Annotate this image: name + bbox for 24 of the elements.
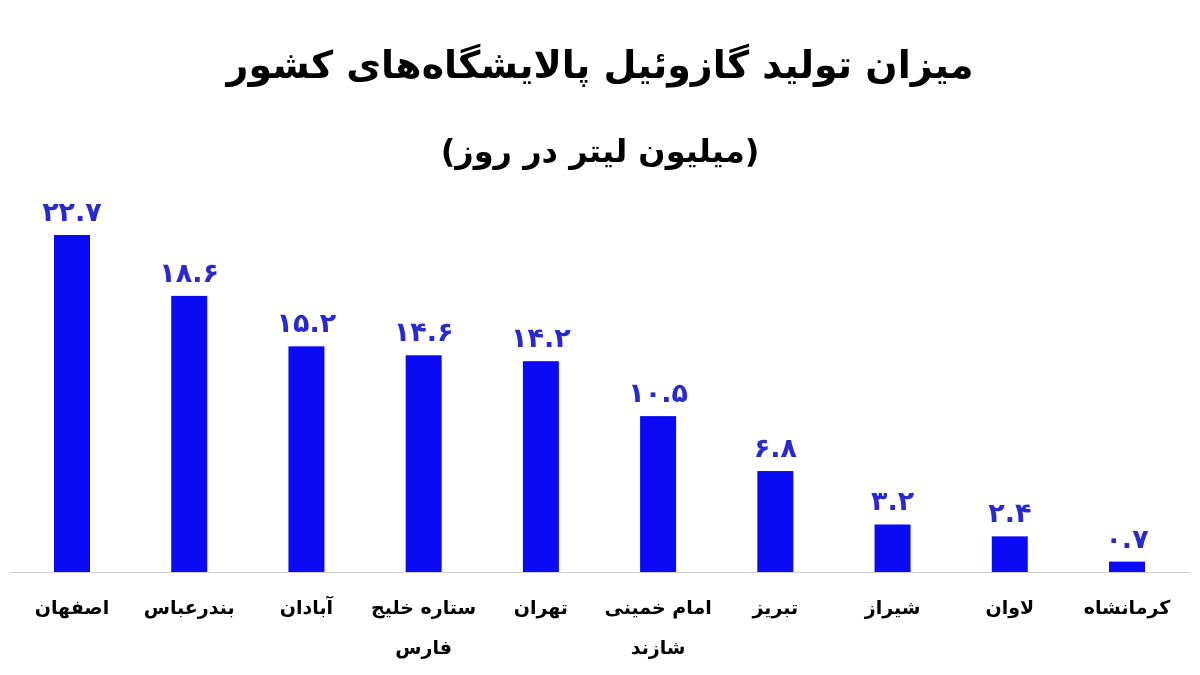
category: کرمانشاه <box>1083 596 1171 618</box>
title: میزان تولید گازوئیل پالایشگاه‌های کشور <box>226 43 974 87</box>
category: ستاره خلیج <box>371 596 477 618</box>
value-label: ۱۴.۲ <box>511 322 571 354</box>
category: امام خمینی <box>604 596 712 618</box>
subtitle: (میلیون لیتر در روز) <box>440 132 760 170</box>
value-label: ۶.۸ <box>753 432 797 464</box>
category: تهران <box>513 596 568 618</box>
value-label: ۱۰.۵ <box>628 377 688 409</box>
category: شیراز <box>864 596 921 618</box>
value-label: ۱۵.۲ <box>276 307 337 339</box>
value-label: ۳.۲ <box>870 485 915 517</box>
category: آبادان <box>279 596 334 618</box>
category: شازند <box>630 636 686 658</box>
category: اصفهان <box>34 596 110 618</box>
value-label: ۱۸.۶ <box>159 256 220 288</box>
value-label: ۱۴.۶ <box>393 316 454 348</box>
value-label: ۰.۷ <box>1105 522 1149 554</box>
category: تبریز <box>752 596 799 618</box>
category: فارس <box>395 636 453 658</box>
value-label: ۲۲.۷ <box>42 196 102 227</box>
category: لاوان <box>985 596 1035 618</box>
category: بندرعباس <box>143 596 235 618</box>
value-label: ۲.۴ <box>988 497 1032 529</box>
